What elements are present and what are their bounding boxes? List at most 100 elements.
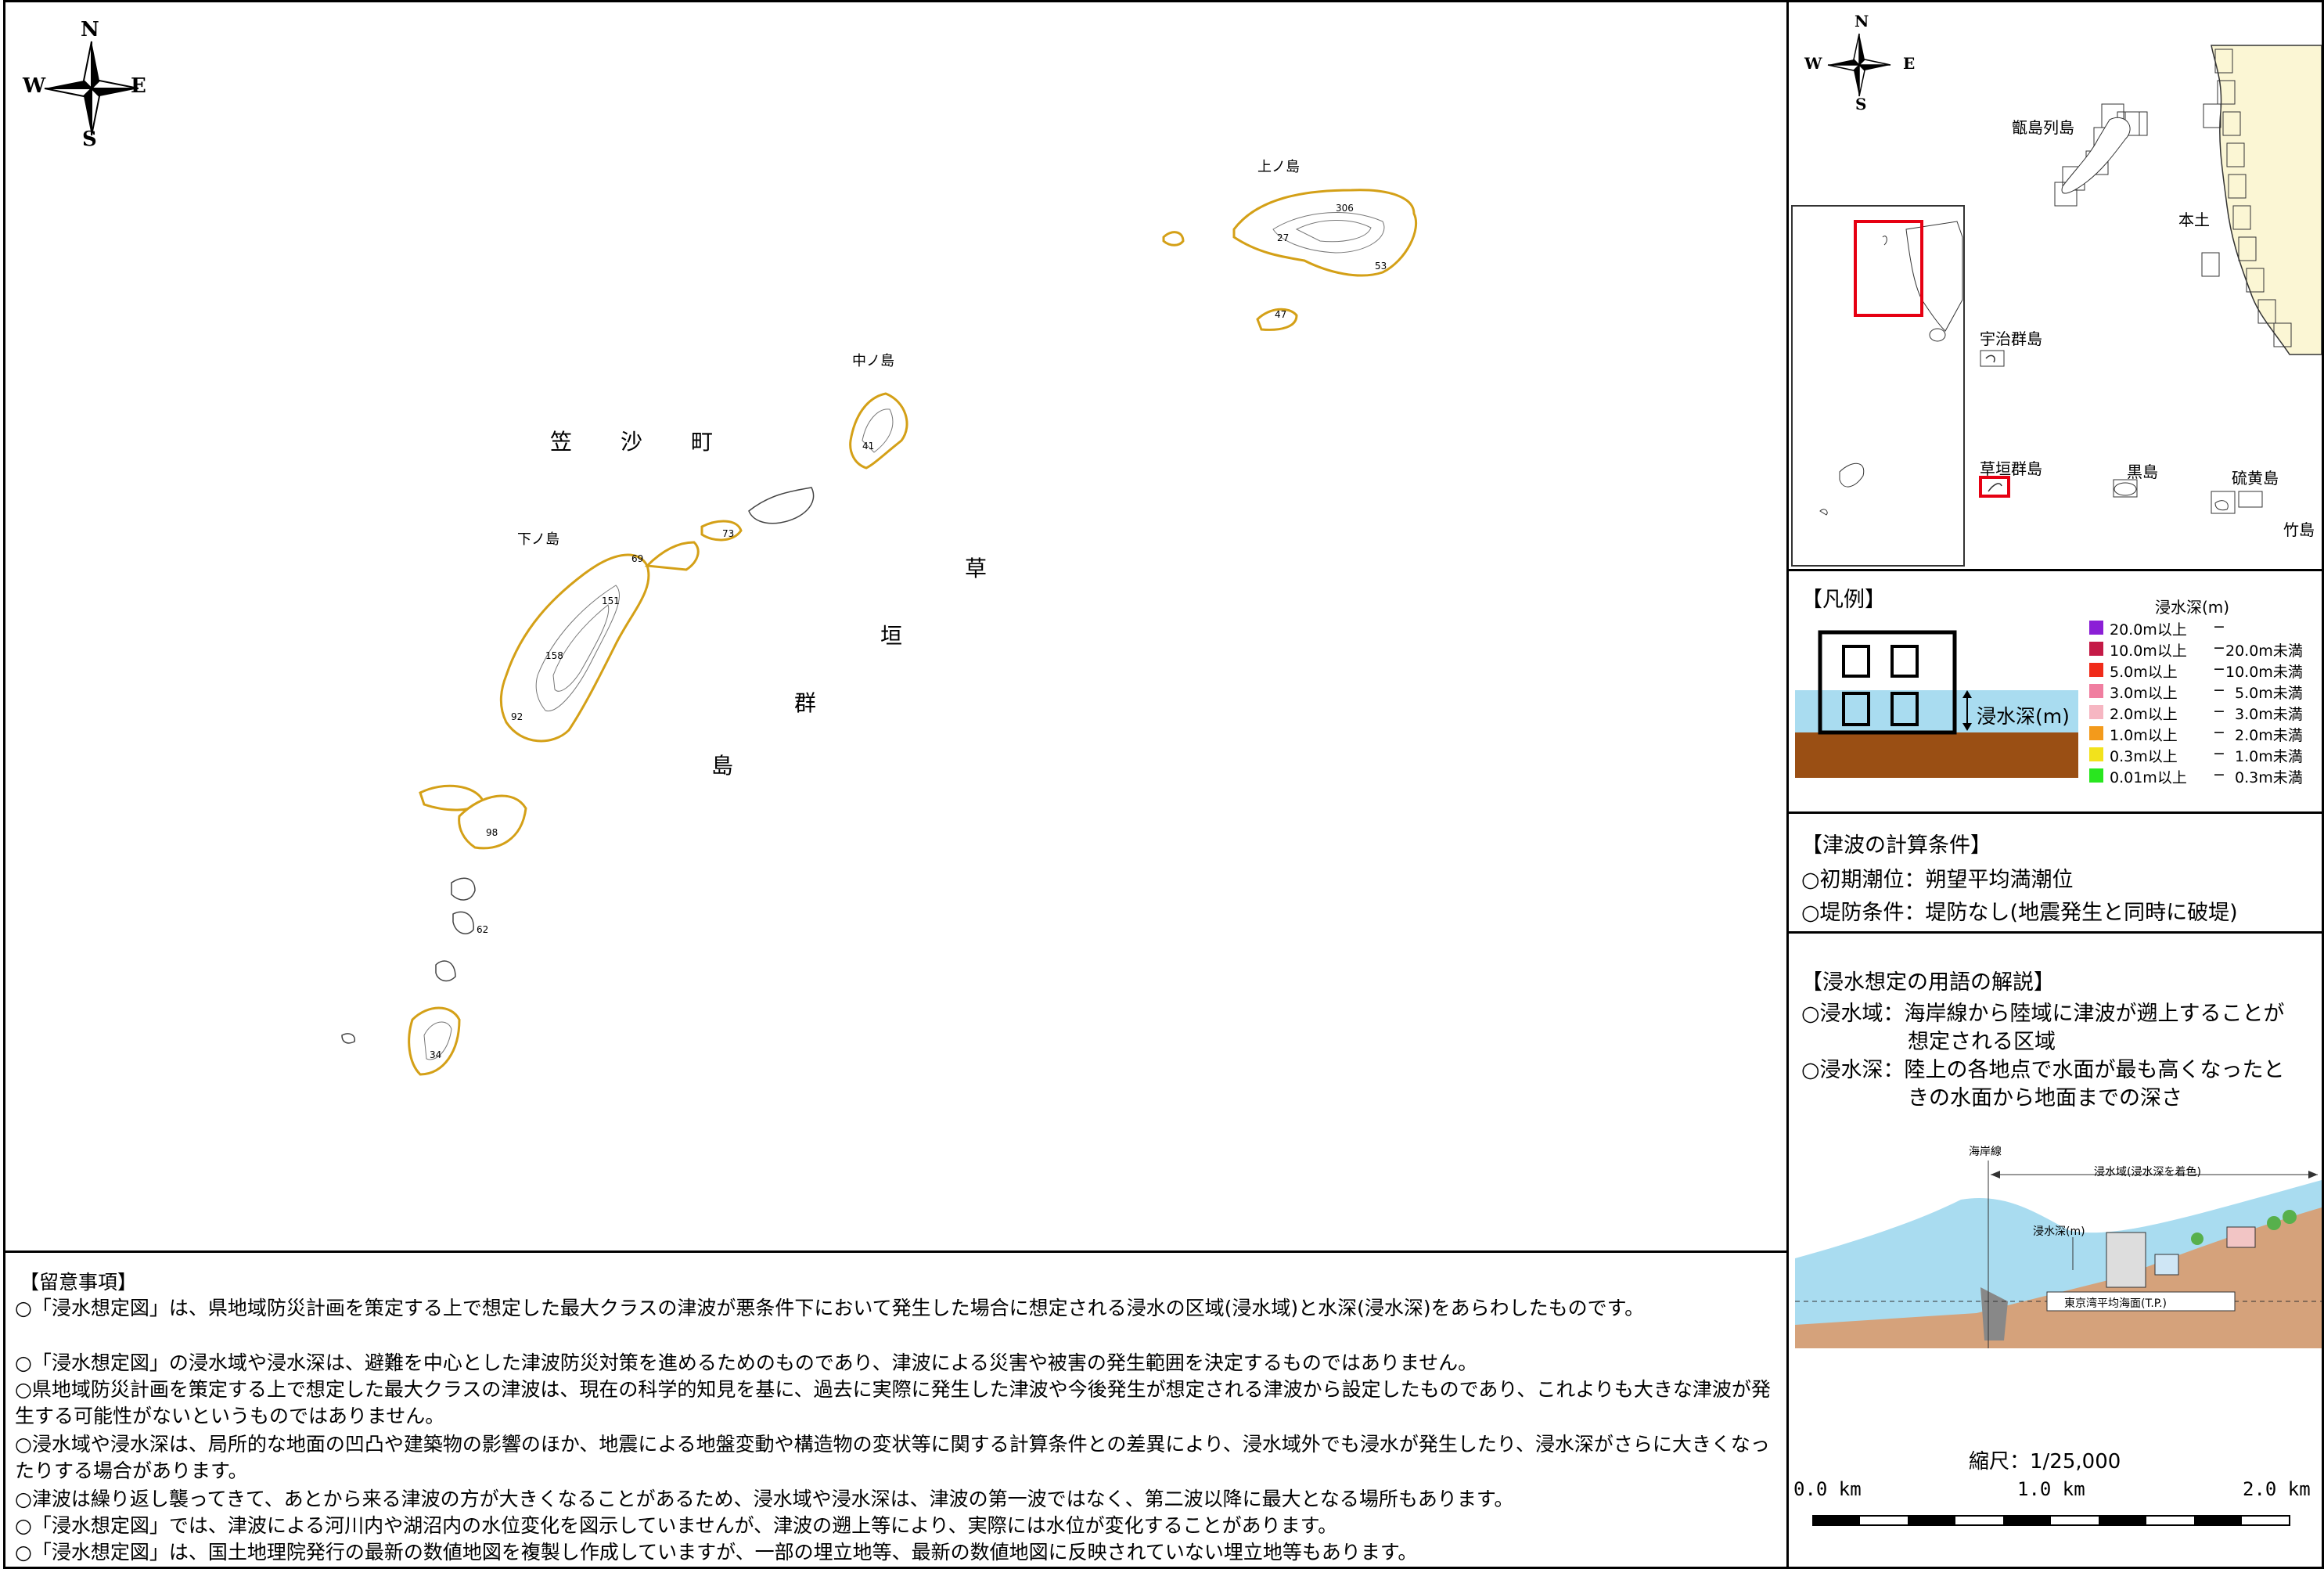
inset-label-koshiki: 甑島列島 [2012, 118, 2074, 137]
legend-to: 2.0m未満 [2235, 727, 2303, 744]
legend-swatch [2089, 768, 2103, 783]
legend-swatch [2089, 663, 2103, 677]
compass-rose-small-icon [1827, 33, 1891, 97]
island-map [341, 189, 1418, 1076]
note-item: ○県地域防災計画を策定する上で想定した最大クラスの津波は、現在の科学的知見を基に… [15, 1378, 1771, 1427]
terms-panel: 【浸水想定の用語の解説】 ○浸水域：海岸線から陸域に津波が遡上することが 想定さ… [1786, 931, 2324, 1569]
elevation: 69 [631, 553, 644, 564]
elevation: 158 [545, 650, 563, 661]
inset-compass-e: E [1903, 54, 1916, 73]
note-item: ○「浸水想定図」は、国土地理院発行の最新の数値地図を複製し作成していますが、一部… [15, 1541, 1418, 1564]
term-line: ○浸水深：陸上の各地点で水面が最も高くなったと [1801, 1058, 2285, 1082]
legend-swatch [2089, 726, 2103, 740]
legend-to: 1.0m未満 [2235, 748, 2303, 765]
terms-title: 【浸水想定の用語の解説】 [1801, 970, 2055, 995]
calc-line: ○堤防条件：堤防なし(地震発生と同時に破堤) [1801, 901, 2238, 925]
term-line: きの水面から地面までの深さ [1908, 1086, 2182, 1110]
scale-title: 縮尺：1/25,000 [1969, 1450, 2121, 1474]
elevation: 27 [1277, 232, 1290, 243]
compass-n: N [81, 18, 99, 41]
note-item: ○「浸水想定図」は、県地域防災計画を策定する上で想定した最大クラスの津波が悪条件… [15, 1297, 1645, 1319]
legend-from: 3.0m以上 [2110, 685, 2178, 702]
island-label-kami: 上ノ島 [1257, 159, 1300, 175]
diagram-tp-label: 東京湾平均海面(T.P.) [2064, 1297, 2167, 1310]
compass-w: W [23, 74, 46, 98]
legend-to: 3.0m未満 [2235, 706, 2303, 723]
diagram-depth-label: 浸水深(m) [2033, 1225, 2085, 1238]
legend-from: 0.01m以上 [2110, 769, 2187, 786]
location-inset-map[interactable]: N S W E [1786, 0, 2324, 571]
legend-dash: − [2213, 745, 2225, 762]
inset-geography [1791, 45, 2322, 567]
inset-compass-w: W [1804, 54, 1822, 73]
calculation-conditions-panel: 【津波の計算条件】 ○初期潮位：朔望平均満潮位 ○堤防条件：堤防なし(地震発生と… [1786, 811, 2324, 934]
legend-panel: 【凡例】 浸水深(m) 浸水深(m) 20.0m以上 − 10.0m以上 − 2… [1786, 569, 2324, 814]
inset-label-kuroshima: 黒島 [2127, 462, 2158, 481]
island-label-shimo: 下ノ島 [517, 531, 559, 548]
legend-dash: − [2213, 682, 2225, 699]
depth-illustration [1795, 630, 2078, 778]
legend-to: 10.0m未満 [2225, 664, 2303, 681]
legend-dash: − [2213, 724, 2225, 741]
legend-title: 【凡例】 [1801, 588, 1886, 612]
scale-bar [1812, 1515, 2290, 1526]
legend-swatch [2089, 705, 2103, 719]
legend-from: 10.0m以上 [2110, 642, 2187, 660]
inset-compass-s: S [1855, 95, 1867, 113]
group-char-3: 群 [794, 690, 817, 716]
legend-from: 0.3m以上 [2110, 748, 2178, 765]
legend-from: 2.0m以上 [2110, 706, 2178, 723]
scale-0: 0.0 km [1793, 1478, 1862, 1500]
main-map[interactable]: N S W E [3, 0, 1789, 1254]
notes-panel: 【留意事項】 ○「浸水想定図」は、県地域防災計画を策定する上で想定した最大クラス… [3, 1251, 1789, 1569]
group-char-4: 島 [711, 753, 734, 779]
diagram-coast-label: 海岸線 [1969, 1146, 2002, 1158]
cross-section-diagram [1795, 1161, 2322, 1348]
compass-e: E [131, 74, 146, 98]
inset-compass-n: N [1855, 12, 1869, 31]
legend-to: 5.0m未満 [2235, 685, 2303, 702]
notes-title: 【留意事項】 [20, 1271, 138, 1294]
group-char-1: 草 [965, 556, 988, 581]
legend-to: 20.0m未満 [2225, 642, 2303, 660]
legend-from: 5.0m以上 [2110, 664, 2178, 681]
legend-swatch [2089, 621, 2103, 635]
elevation: 92 [511, 711, 523, 722]
compass-s: S [82, 128, 97, 151]
elevation: 34 [430, 1049, 442, 1060]
scale-2: 2.0 km [2243, 1478, 2311, 1500]
depth-illustration-label: 浸水深(m) [1977, 705, 2070, 728]
elevation: 47 [1275, 309, 1287, 320]
note-item: ○「浸水想定図」の浸水域や浸水深は、避難を中心とした津波防災対策を進めるためのも… [15, 1351, 1478, 1374]
island-label-naka: 中ノ島 [852, 353, 894, 369]
legend-to: 0.3m未満 [2235, 769, 2303, 786]
legend-depth-title: 浸水深(m) [2155, 598, 2230, 617]
inset-label-hondo: 本土 [2178, 211, 2210, 229]
legend-swatch [2089, 684, 2103, 698]
note-item: ○津波は繰り返し襲ってきて、あとから来る津波の方が大きくなることがあるため、浸水… [15, 1488, 1514, 1510]
inset-label-take: 竹島 [2283, 520, 2315, 539]
legend-dash: − [2213, 618, 2225, 635]
calc-line: ○初期潮位：朔望平均満潮位 [1801, 868, 2074, 892]
elevation: 151 [602, 596, 620, 606]
compass-rose-icon [44, 41, 139, 136]
legend-swatch [2089, 747, 2103, 761]
elevation: 53 [1375, 261, 1387, 272]
elevation: 62 [477, 924, 489, 935]
scale-1: 1.0 km [2017, 1478, 2085, 1500]
diagram-area-label: 浸水域(浸水深を着色) [2094, 1166, 2201, 1179]
elevation: 98 [486, 827, 498, 838]
inset-label-uji: 宇治群島 [1980, 329, 2042, 348]
legend-from: 20.0m以上 [2110, 621, 2187, 639]
town-char-2: 沙 [621, 429, 643, 455]
calc-title: 【津波の計算条件】 [1801, 833, 1991, 858]
note-item: ○「浸水想定図」では、津波による河川内や湖沼内の水位変化を図示していませんが、津… [15, 1514, 1338, 1537]
legend-dash: − [2213, 703, 2225, 720]
term-line: ○浸水域：海岸線から陸域に津波が遡上することが [1801, 1002, 2285, 1026]
note-item: ○浸水域や浸水深は、局所的な地面の凹凸や建築物の影響のほか、地震による地盤変動や… [15, 1433, 1770, 1482]
legend-dash: − [2213, 639, 2225, 657]
group-char-2: 垣 [880, 623, 903, 649]
town-char-3: 町 [691, 429, 714, 455]
term-line: 想定される区域 [1908, 1030, 2056, 1054]
elevation: 73 [722, 528, 735, 539]
